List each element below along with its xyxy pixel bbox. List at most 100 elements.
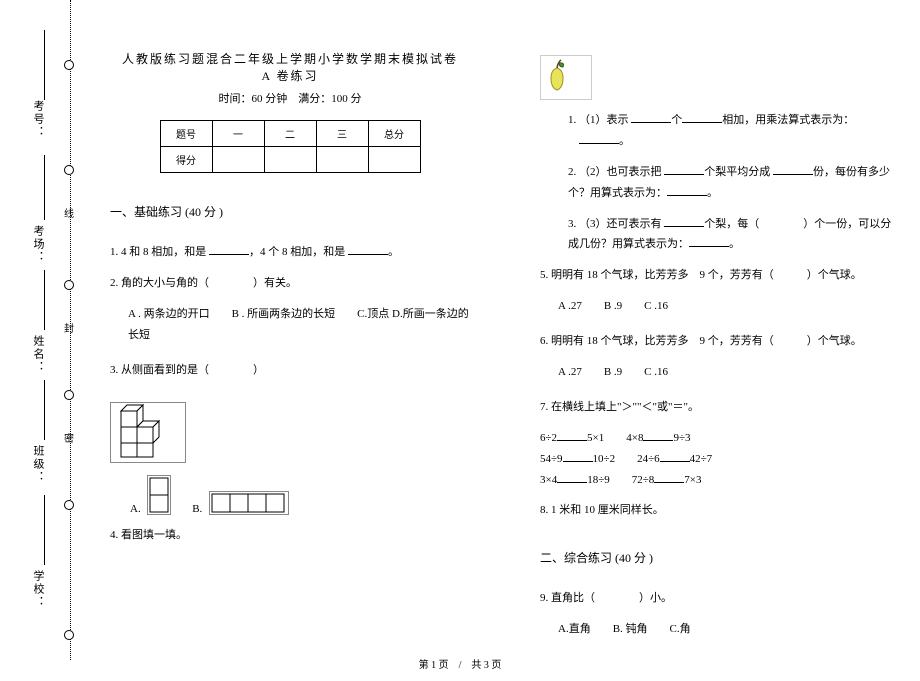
field-school: 学校： (30, 570, 46, 609)
field-room: 考场： (30, 225, 46, 264)
score-table: 题号 一 二 三 总分 得分 (160, 120, 421, 173)
q1-b: ，4 个 8 相加，和是 (249, 246, 348, 258)
underline (44, 270, 45, 330)
t: 。 (707, 187, 718, 199)
q3: 3. 从侧面看到的是（ ） (110, 360, 470, 381)
q1-c: 。 (388, 246, 399, 258)
blank (579, 132, 619, 144)
q2-opts: A . 两条边的开口 B . 所画两条边的长短 C.顶点 D.所画一条边的长短 (128, 304, 470, 346)
blank (689, 235, 729, 247)
th: 二 (264, 121, 316, 147)
q3-options: A. B. (130, 475, 470, 515)
th: 三 (316, 121, 368, 147)
q7-row3: 3×4 18÷9 72÷8 7×3 (540, 470, 900, 491)
cubes-icon (148, 476, 170, 514)
q1-a: 1. 4 和 8 相加，和是 (110, 246, 209, 258)
q7-row1: 6÷2 5×1 4×8 9÷3 (540, 428, 900, 449)
t: 。 (729, 238, 740, 250)
underline (44, 380, 45, 440)
td (316, 147, 368, 173)
title-suffix: A 卷练习 (261, 69, 318, 83)
field-class: 班级： (30, 445, 46, 484)
optA-shape (147, 475, 171, 515)
t: 个 (671, 114, 682, 126)
th: 题号 (160, 121, 212, 147)
q3-figure (110, 402, 186, 463)
t: 42÷7 (690, 453, 713, 465)
field-name: 姓名： (30, 335, 46, 374)
q8: 8. 1 米和 10 厘米同样长。 (540, 500, 900, 521)
td (368, 147, 420, 173)
q3-opt-b: B. (192, 503, 202, 515)
blank (557, 429, 587, 441)
pear-icon (543, 58, 571, 94)
title-text: 人教版练习题混合二年级上学期小学数学期末模拟试卷 (122, 52, 458, 66)
seal-char: 线 (64, 205, 74, 220)
punch-hole (64, 60, 74, 70)
q7-row2: 54÷9 10÷2 24÷6 42÷7 (540, 449, 900, 470)
blank (654, 471, 684, 483)
q3-opt-a: A. (130, 503, 141, 515)
t: 。 (619, 135, 630, 147)
q7: 7. 在横线上填上"＞""＜"或"＝"。 (540, 397, 900, 418)
t: 1. （1）表示 (568, 114, 631, 126)
table-row: 得分 (160, 147, 420, 173)
blank (660, 450, 690, 462)
t: 5×1 4×8 (587, 432, 643, 444)
t: 6÷2 (540, 432, 557, 444)
underline (44, 495, 45, 565)
seal-char: 密 (64, 430, 74, 445)
binding-margin: 考号： 线 考场： 封 姓名： 密 班级： 学校： (0, 0, 80, 660)
blank (664, 163, 704, 175)
th: 总分 (368, 121, 420, 147)
punch-hole (64, 165, 74, 175)
blank (348, 243, 388, 255)
punch-hole (64, 390, 74, 400)
pear-figure (540, 55, 592, 100)
td: 得分 (160, 147, 212, 173)
seal-char: 封 (64, 320, 74, 335)
q1: 1. 4 和 8 相加，和是 ，4 个 8 相加，和是 。 (110, 242, 470, 263)
punch-hole (64, 500, 74, 510)
cubes-icon (210, 492, 288, 514)
blank (631, 111, 671, 123)
section1-head: 一、基础练习 (40 分 ) (110, 203, 470, 220)
page-footer: 第 1 页 / 共 3 页 (0, 656, 920, 671)
t: 9÷3 (673, 432, 690, 444)
t: 3×4 (540, 474, 557, 486)
q4: 4. 看图填一填。 (110, 525, 470, 546)
blank (557, 471, 587, 483)
optB-shape (209, 491, 289, 515)
title: 人教版练习题混合二年级上学期小学数学期末模拟试卷 A 卷练习 (110, 50, 470, 84)
t: 54÷9 (540, 453, 563, 465)
field-examno: 考号： (30, 100, 46, 139)
t: 10÷2 24÷6 (593, 453, 660, 465)
t: 18÷9 72÷8 (587, 474, 654, 486)
q6: 6. 明明有 18 个气球，比芳芳多 9 个，芳芳有（ ）个气球。 (540, 331, 900, 352)
blank (667, 184, 707, 196)
th: 一 (212, 121, 264, 147)
q9-opts: A.直角 B. 钝角 C.角 (558, 619, 900, 640)
q5-opts: A .27 B .9 C .16 (558, 296, 900, 317)
blank (664, 215, 704, 227)
blank (209, 243, 249, 255)
punch-hole (64, 280, 74, 290)
q2: 2. 角的大小与角的（ ）有关。 (110, 273, 470, 294)
q4-2: 2. （2）也可表示把 个梨平均分成 份，每份有多少个？用算式表示为：。 (540, 162, 900, 204)
subtitle: 时间：60 分钟 满分：100 分 (110, 90, 470, 106)
underline (44, 30, 45, 100)
blank (682, 111, 722, 123)
t: 个梨平均分成 (704, 166, 773, 178)
table-row: 题号 一 二 三 总分 (160, 121, 420, 147)
t: 7×3 (684, 474, 701, 486)
t: 相加，用乘法算式表示为： (722, 114, 854, 126)
blank (773, 163, 813, 175)
blank (563, 450, 593, 462)
left-column: 人教版练习题混合二年级上学期小学数学期末模拟试卷 A 卷练习 时间：60 分钟 … (110, 50, 470, 556)
right-column: 1. （1）表示 个 相加，用乘法算式表示为： 。 2. （2）也可表示把 个梨平… (540, 100, 900, 654)
q9: 9. 直角比（ ）小。 (540, 588, 900, 609)
q4-3: 3. （3）还可表示有 个梨，每（ ）个一份，可以分成几份？用算式表示为：。 (540, 214, 900, 256)
td (212, 147, 264, 173)
punch-hole (64, 630, 74, 640)
q4-1: 1. （1）表示 个 相加，用乘法算式表示为： 。 (540, 110, 900, 152)
